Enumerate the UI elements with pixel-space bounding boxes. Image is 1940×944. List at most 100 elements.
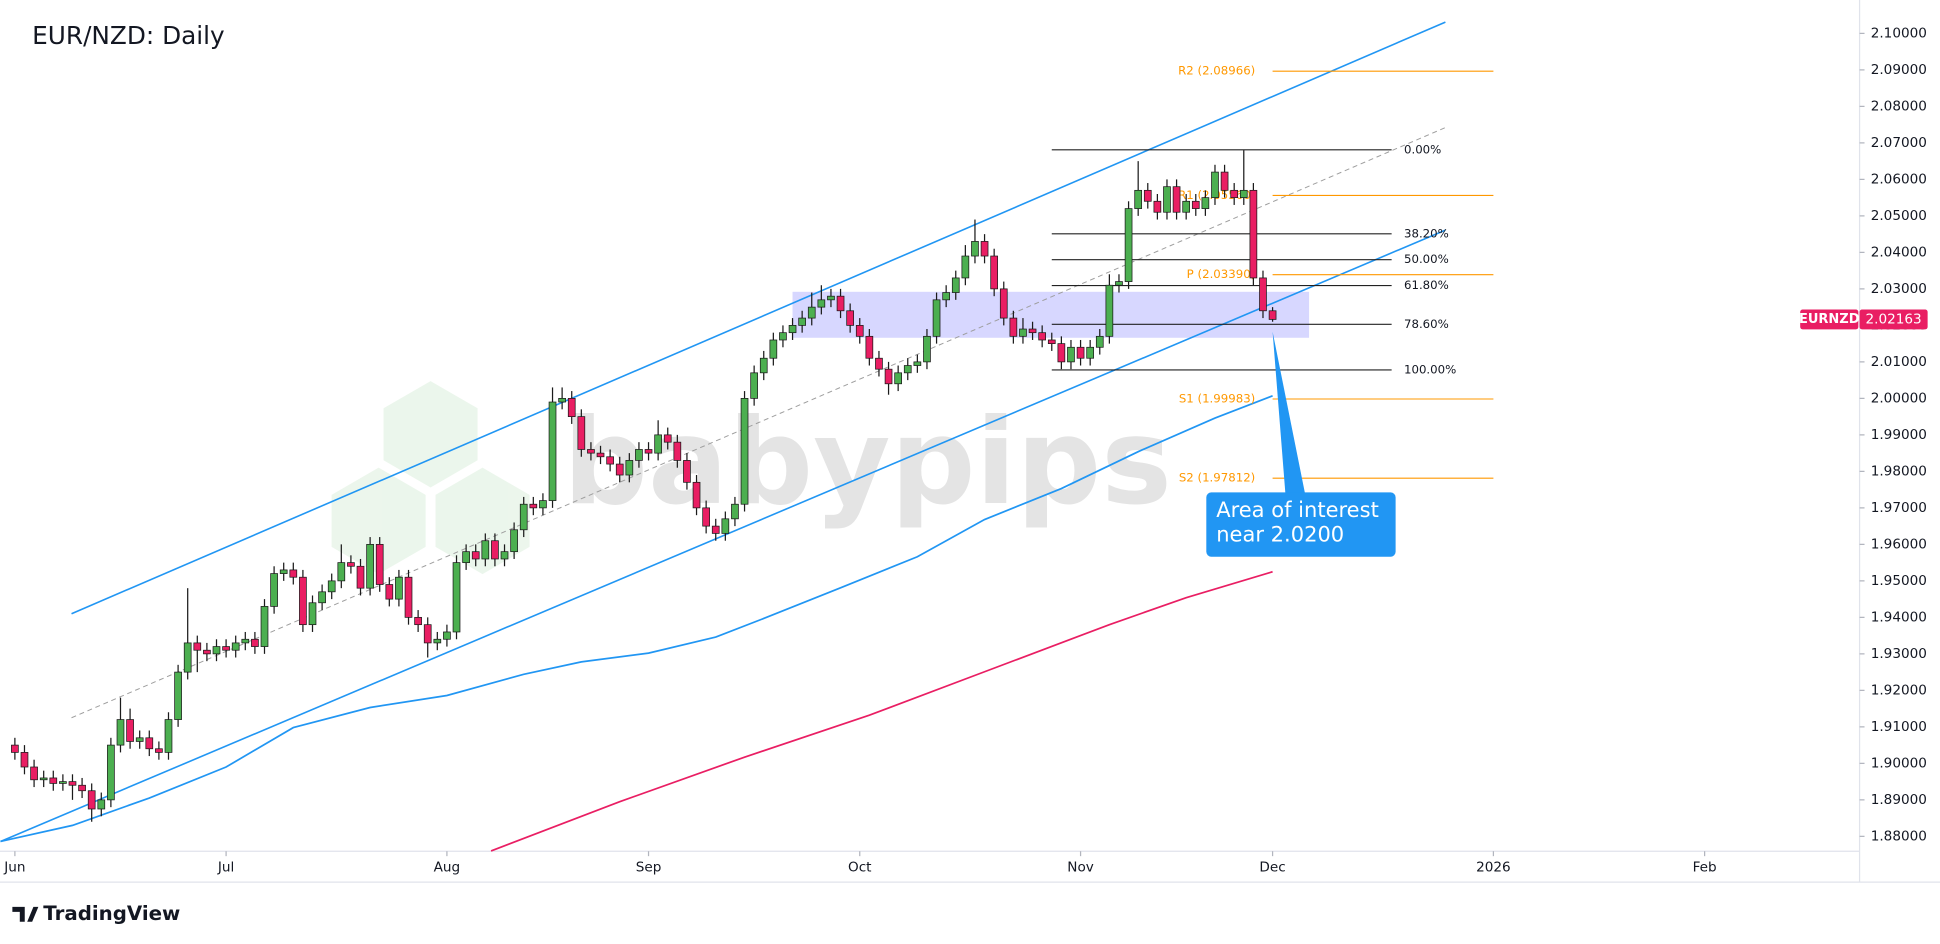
candle-body bbox=[932, 299, 941, 337]
x-tick-label: Nov bbox=[1067, 859, 1094, 875]
candle-body bbox=[1076, 346, 1085, 359]
x-tick-label: Oct bbox=[848, 859, 872, 875]
fib-label: 100.00% bbox=[1404, 362, 1456, 376]
y-tick-label: 1.98000 bbox=[1871, 463, 1927, 479]
y-tick-label: 1.90000 bbox=[1871, 755, 1927, 771]
candle-body bbox=[20, 752, 29, 768]
candle-body bbox=[452, 562, 461, 633]
trend-midline bbox=[71, 127, 1446, 719]
candle-body bbox=[375, 543, 384, 585]
candle-body bbox=[299, 576, 307, 626]
channel-line bbox=[0, 229, 1446, 843]
y-tick-label: 2.05000 bbox=[1871, 208, 1927, 224]
pivot-label: S2 (1.97812) bbox=[1179, 471, 1255, 485]
moving-average bbox=[0, 395, 1273, 843]
y-tick-label: 2.06000 bbox=[1871, 171, 1927, 187]
y-tick-label: 1.92000 bbox=[1871, 682, 1927, 698]
candle-body bbox=[884, 368, 893, 385]
candle-body bbox=[174, 671, 182, 720]
candle-body bbox=[1095, 335, 1104, 348]
candle-body bbox=[318, 591, 326, 604]
candle-body bbox=[807, 306, 816, 319]
symbol-label: EURNZD bbox=[1799, 312, 1860, 327]
fib-label: 61.80% bbox=[1404, 278, 1449, 292]
footer-brand: TradingView bbox=[43, 902, 180, 925]
y-tick-label: 2.07000 bbox=[1871, 135, 1927, 151]
candle-body bbox=[414, 616, 422, 626]
candle-body bbox=[798, 317, 806, 326]
candle-body bbox=[1047, 339, 1056, 345]
candle-body bbox=[1230, 189, 1239, 199]
x-tick-label: Sep bbox=[636, 859, 662, 875]
candle-body bbox=[107, 744, 115, 801]
candle-body bbox=[999, 288, 1008, 319]
candle-body bbox=[1019, 328, 1027, 337]
x-tick-label: Dec bbox=[1259, 859, 1285, 875]
candle-body bbox=[481, 540, 490, 560]
candle-body bbox=[1182, 200, 1191, 213]
watermark-text: babypips bbox=[563, 394, 1172, 532]
candle-body bbox=[11, 744, 19, 753]
y-tick-label: 1.99000 bbox=[1871, 427, 1927, 443]
y-tick-label: 1.91000 bbox=[1871, 719, 1927, 735]
candle-body bbox=[683, 460, 691, 483]
candle-body bbox=[251, 638, 259, 647]
candle-body bbox=[1172, 186, 1181, 213]
candle-body bbox=[203, 649, 211, 655]
y-tick-label: 2.10000 bbox=[1871, 25, 1927, 41]
candle-body bbox=[510, 529, 518, 553]
y-tick-label: 2.04000 bbox=[1871, 244, 1927, 260]
candle-body bbox=[1009, 317, 1018, 337]
candle-body bbox=[519, 503, 528, 531]
candle-body bbox=[769, 339, 778, 359]
candle-body bbox=[923, 335, 931, 363]
candle-body bbox=[894, 372, 902, 385]
candle-body bbox=[567, 398, 576, 417]
candle-body bbox=[135, 737, 144, 742]
candle-body bbox=[385, 584, 394, 600]
pivot-label: P (2.03390) bbox=[1187, 267, 1256, 281]
candle-body bbox=[846, 310, 854, 326]
candle-body bbox=[980, 241, 989, 257]
candle-body bbox=[1057, 343, 1066, 363]
candle-body bbox=[587, 449, 595, 454]
candle-body bbox=[183, 642, 192, 673]
y-tick-label: 2.00000 bbox=[1871, 390, 1927, 406]
pivot-label: R2 (2.08966) bbox=[1178, 64, 1255, 78]
x-tick-label: 2026 bbox=[1476, 859, 1511, 875]
hexagon bbox=[383, 381, 478, 488]
candle-body bbox=[913, 361, 922, 366]
candle-body bbox=[961, 255, 970, 279]
candle-body bbox=[97, 799, 106, 810]
candle-body bbox=[1115, 281, 1123, 286]
candle-body bbox=[558, 398, 566, 403]
fib-label: 38.20% bbox=[1404, 226, 1449, 240]
candle-body bbox=[49, 777, 58, 784]
candle-body bbox=[721, 518, 730, 534]
candle-body bbox=[654, 434, 662, 454]
candle-body bbox=[990, 255, 998, 290]
pivot-label: S1 (1.99983) bbox=[1179, 391, 1255, 405]
x-tick-label: Aug bbox=[434, 859, 461, 875]
candle-body bbox=[875, 357, 883, 370]
candle-body bbox=[1067, 346, 1075, 363]
candle-body bbox=[942, 292, 950, 301]
price-label: 2.02163 bbox=[1865, 311, 1921, 327]
y-tick-label: 1.94000 bbox=[1871, 609, 1927, 625]
annotation-box bbox=[1206, 492, 1396, 557]
y-tick-label: 1.89000 bbox=[1871, 792, 1927, 808]
candle-body bbox=[347, 562, 355, 567]
y-tick-label: 1.93000 bbox=[1871, 646, 1927, 662]
candle-body bbox=[635, 449, 643, 461]
y-tick-label: 1.97000 bbox=[1871, 500, 1927, 516]
candle-body bbox=[577, 416, 586, 450]
candle-body bbox=[951, 277, 960, 293]
fib-label: 78.60% bbox=[1404, 317, 1449, 331]
candle-body bbox=[788, 325, 797, 334]
fib-label: 0.00% bbox=[1404, 142, 1441, 156]
price-tag bbox=[1859, 309, 1928, 330]
candle-body bbox=[1211, 171, 1219, 199]
candle-body bbox=[126, 719, 134, 742]
candle-body bbox=[164, 719, 173, 753]
candle-body bbox=[865, 335, 874, 359]
